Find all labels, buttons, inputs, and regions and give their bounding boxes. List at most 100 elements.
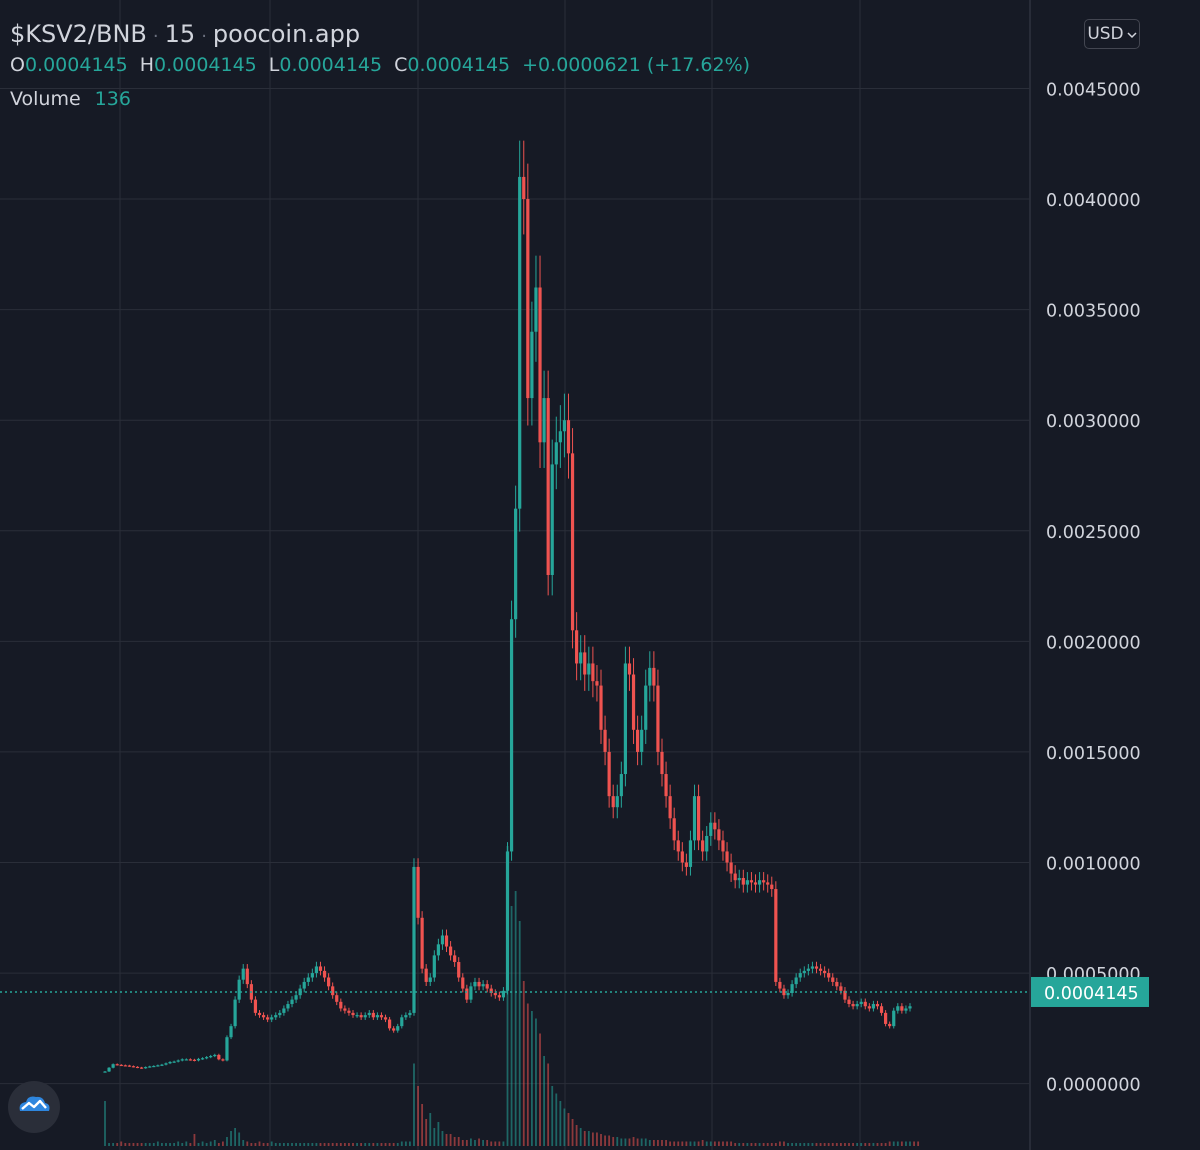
volume-bar	[189, 1143, 192, 1146]
volume-bar	[860, 1143, 863, 1146]
candle-body	[530, 331, 534, 399]
volume-bar	[230, 1131, 232, 1146]
volume-bar	[807, 1143, 810, 1146]
candle-body	[680, 851, 684, 863]
volume-bar	[441, 1131, 444, 1146]
volume-bar	[478, 1138, 480, 1146]
candle-body	[310, 973, 314, 978]
candle-body	[387, 1019, 392, 1029]
candle-body	[119, 1064, 123, 1067]
candle-body	[322, 970, 327, 978]
candle-body	[814, 966, 819, 969]
volume-bar	[917, 1141, 920, 1146]
volume-bar	[287, 1143, 289, 1146]
volume-bar	[254, 1143, 257, 1146]
candle-body	[753, 882, 758, 885]
volume-bar	[108, 1143, 110, 1146]
candle-body	[131, 1066, 136, 1068]
candle-body	[233, 999, 237, 1027]
volume-bar	[522, 981, 525, 1146]
candle-body	[335, 995, 339, 1002]
volume-bar	[766, 1143, 769, 1146]
candle-body	[538, 287, 542, 443]
candle-body	[717, 829, 721, 841]
volume-bar	[136, 1143, 139, 1146]
volume-bar	[612, 1137, 615, 1146]
candle-body	[225, 1037, 229, 1061]
candle-body	[318, 966, 323, 971]
close-key: C	[394, 54, 408, 76]
candle-body	[103, 1071, 107, 1073]
volume-bar	[575, 1125, 578, 1146]
volume-bar	[112, 1143, 115, 1146]
candle-body	[562, 420, 567, 432]
volume-bar	[506, 846, 509, 1146]
candle-body	[644, 685, 648, 730]
candle-body	[404, 1015, 408, 1018]
volume-bar	[685, 1141, 688, 1146]
candle-body	[664, 774, 668, 797]
volume-bar	[400, 1141, 403, 1146]
volume-bar	[417, 1086, 419, 1146]
volume-bar	[848, 1143, 850, 1146]
tradingview-logo-button[interactable]	[8, 1081, 60, 1133]
candle-body	[314, 966, 319, 974]
volume-bar	[490, 1141, 493, 1146]
candle-body	[152, 1065, 156, 1068]
volume-bar	[872, 1143, 875, 1146]
volume-bar	[242, 1140, 245, 1146]
candle-body	[770, 884, 774, 890]
volume-bar	[445, 1134, 448, 1146]
candle-body	[270, 1017, 274, 1020]
candle-body	[355, 1015, 359, 1017]
currency-select-button[interactable]: USD	[1084, 19, 1140, 49]
volume-bar	[315, 1143, 318, 1146]
volume-bar	[762, 1143, 765, 1146]
volume-bar	[433, 1128, 436, 1146]
candle-body	[505, 851, 510, 991]
candle-body	[196, 1058, 201, 1061]
candle-body	[127, 1065, 131, 1067]
interval-label[interactable]: 15	[164, 20, 196, 48]
candle-body	[371, 1012, 375, 1018]
candle-body	[668, 796, 672, 819]
candle-body	[615, 796, 619, 808]
candle-body	[721, 840, 725, 852]
volume-bar	[270, 1141, 273, 1146]
candle-body	[176, 1060, 180, 1062]
volume-bar	[856, 1143, 859, 1146]
candle-body	[172, 1061, 176, 1063]
candle-body	[672, 818, 676, 841]
candle-body	[351, 1012, 355, 1016]
volume-bar	[600, 1134, 602, 1146]
candle-body	[603, 729, 607, 752]
symbol-name[interactable]: $KSV2/BNB	[10, 20, 147, 48]
volume-bar	[709, 1141, 712, 1146]
volume-bar	[628, 1138, 631, 1146]
volume-label: Volume	[10, 88, 81, 110]
candle-body	[144, 1067, 148, 1069]
candle-body	[217, 1054, 221, 1060]
volume-bar	[852, 1143, 854, 1146]
candle-body	[481, 984, 485, 987]
volume-bar	[152, 1143, 155, 1146]
volume-bar	[596, 1132, 598, 1146]
candle-body	[676, 840, 680, 852]
volume-bar	[783, 1141, 785, 1146]
volume-bar	[774, 1143, 777, 1146]
volume-bar	[299, 1143, 302, 1146]
volume-bar	[677, 1141, 680, 1146]
candle-body	[237, 979, 241, 1000]
candle-body	[379, 1015, 384, 1018]
volume-bar	[778, 1141, 781, 1146]
candle-body	[339, 1001, 343, 1009]
price-axis[interactable]: 0.00000000.00050000.00100000.00150000.00…	[1046, 80, 1141, 1095]
candle-body	[375, 1015, 379, 1018]
candle-body	[188, 1059, 192, 1061]
volume-bar	[335, 1143, 338, 1146]
candle-body	[570, 453, 575, 631]
candle-body	[274, 1015, 278, 1018]
volume-bar	[831, 1143, 834, 1146]
volume-bar	[161, 1143, 163, 1146]
